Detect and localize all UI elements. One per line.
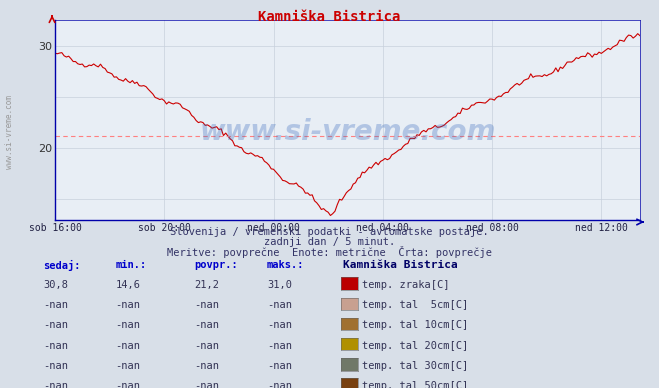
Text: min.:: min.: <box>115 260 146 270</box>
Text: Kamniška Bistrica: Kamniška Bistrica <box>258 10 401 24</box>
Text: -nan: -nan <box>115 361 140 371</box>
Text: temp. tal 20cm[C]: temp. tal 20cm[C] <box>362 341 469 351</box>
Text: -nan: -nan <box>43 341 68 351</box>
Text: temp. tal  5cm[C]: temp. tal 5cm[C] <box>362 300 469 310</box>
Text: sedaj:: sedaj: <box>43 260 80 271</box>
Text: temp. tal 10cm[C]: temp. tal 10cm[C] <box>362 320 469 331</box>
Text: -nan: -nan <box>267 341 292 351</box>
Text: -nan: -nan <box>43 300 68 310</box>
Text: -nan: -nan <box>194 300 219 310</box>
Text: temp. tal 50cm[C]: temp. tal 50cm[C] <box>362 381 469 388</box>
Text: -nan: -nan <box>115 341 140 351</box>
Text: -nan: -nan <box>267 320 292 331</box>
Text: temp. tal 30cm[C]: temp. tal 30cm[C] <box>362 361 469 371</box>
Text: www.si-vreme.com: www.si-vreme.com <box>5 95 14 169</box>
Text: -nan: -nan <box>194 361 219 371</box>
Text: www.si-vreme.com: www.si-vreme.com <box>199 118 496 146</box>
Text: -nan: -nan <box>115 320 140 331</box>
Text: 30,8: 30,8 <box>43 280 68 290</box>
Text: zadnji dan / 5 minut.: zadnji dan / 5 minut. <box>264 237 395 247</box>
Text: Meritve: povprečne  Enote: metrične  Črta: povprečje: Meritve: povprečne Enote: metrične Črta:… <box>167 246 492 258</box>
Text: Slovenija / vremenski podatki - avtomatske postaje.: Slovenija / vremenski podatki - avtomats… <box>170 227 489 237</box>
Text: -nan: -nan <box>267 361 292 371</box>
Text: maks.:: maks.: <box>267 260 304 270</box>
Text: -nan: -nan <box>43 381 68 388</box>
Text: temp. zraka[C]: temp. zraka[C] <box>362 280 450 290</box>
Text: 14,6: 14,6 <box>115 280 140 290</box>
Text: -nan: -nan <box>194 381 219 388</box>
Text: povpr.:: povpr.: <box>194 260 238 270</box>
Text: -nan: -nan <box>115 300 140 310</box>
Text: 31,0: 31,0 <box>267 280 292 290</box>
Text: Kamniška Bistrica: Kamniška Bistrica <box>343 260 457 270</box>
Text: -nan: -nan <box>43 361 68 371</box>
Text: -nan: -nan <box>267 381 292 388</box>
Text: -nan: -nan <box>194 320 219 331</box>
Text: -nan: -nan <box>43 320 68 331</box>
Text: -nan: -nan <box>194 341 219 351</box>
Text: -nan: -nan <box>115 381 140 388</box>
Text: -nan: -nan <box>267 300 292 310</box>
Text: 21,2: 21,2 <box>194 280 219 290</box>
